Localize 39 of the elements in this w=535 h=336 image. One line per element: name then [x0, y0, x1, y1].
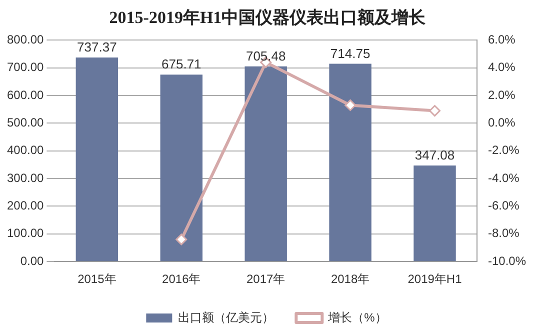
y2-tick-label: 2.0% [488, 88, 516, 102]
bar [76, 58, 118, 262]
y-tick-label: 700.00 [7, 60, 44, 74]
legend-label: 增长（%） [327, 310, 387, 324]
y-tick-label: 400.00 [7, 143, 44, 158]
y-tick-label: 0.00 [20, 254, 44, 268]
bar [329, 64, 372, 262]
data-label: 675.71 [162, 56, 202, 72]
y2-tick-label: -2.0% [488, 143, 520, 158]
y2-tick-label: -6.0% [488, 198, 520, 213]
y-tick-label: 500.00 [7, 116, 44, 130]
data-label: 737.37 [77, 40, 117, 55]
legend-label: 出口额（亿美元） [178, 310, 274, 324]
data-label: 705.48 [246, 48, 286, 64]
x-tick-label: 2018年 [330, 272, 370, 286]
point [344, 99, 356, 111]
y-tick-label: 800.00 [7, 32, 44, 47]
bar [160, 74, 202, 262]
y-tick-label: 300.00 [7, 170, 44, 185]
y-tick-label: 100.00 [7, 226, 44, 240]
chart-title: 2015-2019年H1中国仪器仪表出口额及增长 [108, 7, 427, 29]
y2-tick-label: 0.0% [488, 116, 516, 130]
x-tick-label: 2016年 [162, 272, 201, 286]
x-tick-label: 2017年 [246, 272, 286, 286]
point [176, 234, 188, 246]
point [429, 105, 440, 117]
y2-tick-label: -4.0% [488, 170, 520, 185]
y-tick-label: 200.00 [7, 198, 44, 213]
y2-tick-label: 4.0% [488, 60, 516, 74]
bar [244, 66, 287, 262]
y2-tick-label: 6.0% [488, 32, 516, 47]
x-tick-label: 2015年 [78, 272, 116, 286]
data-label: 347.08 [414, 148, 455, 163]
y-tick-label: 600.00 [7, 88, 44, 102]
bar [414, 166, 456, 262]
y2-tick-label: -8.0% [488, 226, 520, 240]
x-tick-label: 2019年H1 [408, 272, 462, 286]
data-label: 714.75 [330, 46, 370, 61]
y2-tick-label: -10.0% [488, 254, 526, 268]
